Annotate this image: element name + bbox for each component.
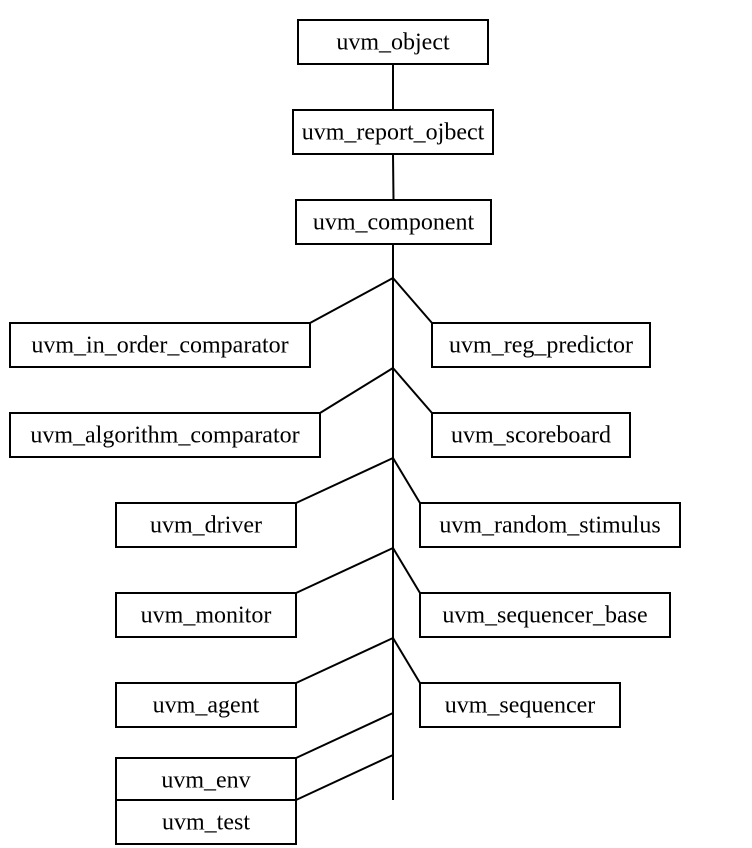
- node-uvm_scoreboard: uvm_scoreboard: [432, 413, 630, 457]
- edge-component-uvm_agent: [296, 638, 393, 683]
- edge-component-uvm_in_order_comparator: [310, 278, 393, 323]
- node-label: uvm_test: [162, 810, 250, 836]
- node-uvm_algorithm_comparator: uvm_algorithm_comparator: [10, 413, 320, 457]
- edge-component-uvm_driver: [296, 458, 393, 503]
- edge-component-uvm_random_stimulus: [393, 458, 420, 503]
- node-uvm_sequencer_base: uvm_sequencer_base: [420, 593, 670, 637]
- node-label: uvm_report_ojbect: [302, 120, 485, 146]
- node-label: uvm_sequencer: [445, 693, 596, 719]
- node-uvm_test: uvm_test: [116, 800, 296, 844]
- node-uvm_object: uvm_object: [298, 20, 488, 64]
- node-label: uvm_sequencer_base: [442, 603, 647, 629]
- node-label: uvm_driver: [150, 513, 262, 539]
- node-uvm_reg_predictor: uvm_reg_predictor: [432, 323, 650, 367]
- node-uvm_driver: uvm_driver: [116, 503, 296, 547]
- nodes: uvm_object uvm_report_ojbect uvm_component…: [10, 20, 680, 844]
- edge-component-uvm_sequencer: [393, 638, 420, 683]
- edge-component-uvm_test: [296, 755, 393, 800]
- node-label: uvm_in_order_comparator: [31, 333, 288, 359]
- node-uvm_env: uvm_env: [116, 758, 296, 802]
- node-uvm_monitor: uvm_monitor: [116, 593, 296, 637]
- edge-component-uvm_env: [296, 713, 393, 758]
- node-label: uvm_env: [161, 768, 250, 794]
- node-label: uvm_algorithm_comparator: [30, 423, 299, 449]
- edge-component-uvm_scoreboard: [393, 368, 432, 413]
- node-uvm_sequencer: uvm_sequencer: [420, 683, 620, 727]
- node-label: uvm_reg_predictor: [449, 333, 633, 359]
- node-label: uvm_monitor: [141, 603, 272, 629]
- node-uvm_component: uvm_component: [296, 200, 491, 244]
- node-label: uvm_component: [313, 210, 475, 236]
- edge-component-uvm_monitor: [296, 548, 393, 593]
- edge-report-component: [393, 154, 394, 200]
- uvm-hierarchy-diagram: uvm_object uvm_report_ojbect uvm_component…: [0, 0, 752, 848]
- edge-component-uvm_algorithm_comparator: [320, 368, 393, 413]
- node-label: uvm_object: [336, 30, 450, 56]
- node-uvm_in_order_comparator: uvm_in_order_comparator: [10, 323, 310, 367]
- node-uvm_random_stimulus: uvm_random_stimulus: [420, 503, 680, 547]
- node-uvm_agent: uvm_agent: [116, 683, 296, 727]
- node-label: uvm_random_stimulus: [439, 513, 660, 539]
- node-uvm_report_ojbect: uvm_report_ojbect: [293, 110, 493, 154]
- node-label: uvm_agent: [153, 693, 260, 719]
- node-label: uvm_scoreboard: [451, 423, 611, 449]
- edge-component-uvm_reg_predictor: [393, 278, 432, 323]
- edge-component-uvm_sequencer_base: [393, 548, 420, 593]
